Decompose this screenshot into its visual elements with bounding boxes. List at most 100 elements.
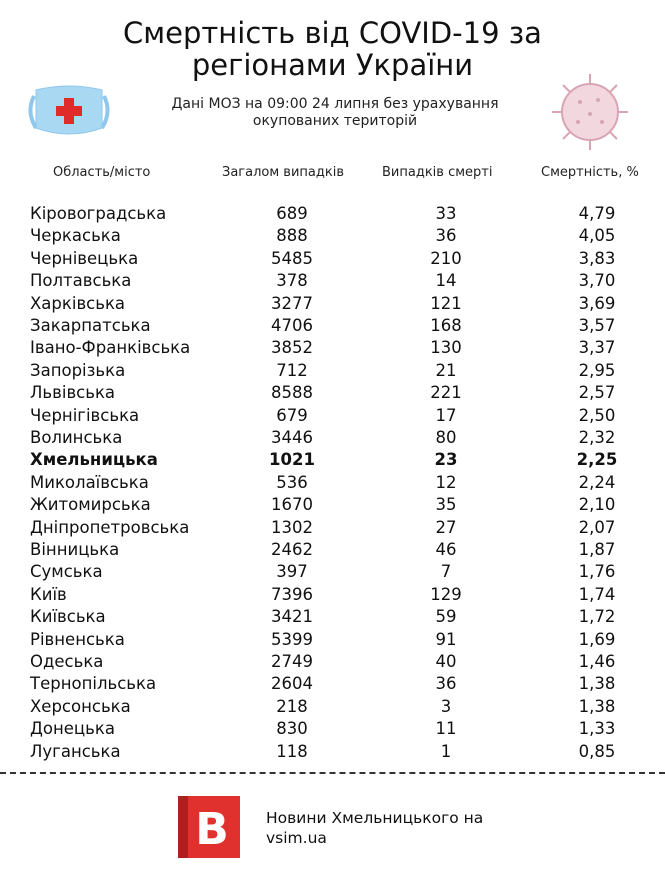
table-cell: 378	[276, 271, 308, 291]
footer-text: Новини Хмельницького на	[266, 809, 484, 827]
table-cell: 129	[430, 584, 462, 604]
table-cell: 2749	[271, 652, 313, 671]
footer-text: vsim.ua	[266, 829, 327, 847]
region-name: Херсонська	[30, 696, 131, 716]
region-name: Житомирська	[30, 495, 151, 515]
title: регіонами України	[191, 48, 474, 82]
table-cell: 11	[435, 719, 457, 739]
table-cell: 46	[435, 540, 457, 559]
table-cell: 23	[434, 450, 458, 470]
table-cell: 397	[276, 562, 308, 582]
region-name: Волинська	[30, 428, 123, 447]
table-cell: 210	[430, 248, 462, 268]
region-name: Рівненська	[30, 629, 125, 649]
table-cell: 1,72	[578, 607, 616, 627]
region-name: Миколаївська	[30, 472, 149, 492]
table-cell: 12	[435, 472, 457, 492]
table-cell: 679	[276, 405, 308, 425]
table-cell: 40	[435, 652, 457, 671]
table-cell: 7	[440, 562, 452, 582]
region-name: Київська	[30, 607, 106, 627]
column-header: Випадків смерті	[382, 165, 493, 180]
region-name: Закарпатська	[30, 316, 151, 335]
subtitle: Дані МОЗ на 09:00 24 липня без урахуванн…	[171, 96, 499, 112]
table-cell: 2462	[271, 540, 313, 559]
table-cell: 1,33	[578, 719, 616, 739]
table-cell: 3421	[271, 607, 313, 627]
divider	[0, 772, 665, 774]
table-cell: 36	[435, 674, 457, 694]
region-name: Донецька	[30, 719, 115, 739]
table-cell: 3,70	[578, 271, 616, 291]
table-cell: 168	[430, 316, 462, 335]
table-cell: 5485	[271, 248, 313, 268]
virus-icon	[552, 74, 628, 150]
table-cell: 4,79	[578, 204, 616, 223]
region-name: Чернівецька	[30, 248, 139, 268]
table-cell: 2,95	[578, 360, 616, 380]
subtitle: окупованих територій	[252, 113, 418, 129]
logo-letter: B	[195, 804, 229, 855]
table-cell: 3852	[271, 338, 313, 358]
table-cell: 35	[435, 495, 457, 515]
table-cell: 1,87	[578, 540, 616, 559]
table-cell: 2,25	[576, 450, 618, 470]
table-cell: 1,46	[578, 652, 616, 671]
region-name: Полтавська	[30, 271, 132, 291]
table-cell: 121	[430, 293, 462, 313]
table-cell: 2,24	[578, 472, 616, 492]
table-cell: 221	[430, 383, 462, 403]
table-cell: 2,10	[578, 495, 616, 515]
region-name: Чернігівська	[30, 405, 140, 425]
region-name: Луганська	[30, 741, 121, 761]
title: Смертність від COVID-19 за	[123, 16, 542, 50]
table-cell: 3	[440, 696, 452, 716]
table-cell: 91	[435, 629, 457, 649]
region-name: Черкаська	[30, 226, 121, 246]
table-cell: 17	[435, 405, 457, 425]
table-cell: 830	[276, 719, 308, 739]
region-name: Харківська	[30, 293, 126, 313]
mask-icon	[28, 85, 110, 135]
table-cell: 2,32	[578, 428, 616, 447]
table-cell: 8588	[271, 383, 313, 403]
region-name: Вінницька	[30, 540, 120, 559]
table-cell: 536	[276, 472, 308, 492]
region-name: Київ	[30, 584, 67, 604]
table-cell: 2604	[271, 674, 313, 694]
table-cell: 3,57	[578, 316, 616, 335]
region-name: Дніпропетровська	[30, 517, 190, 537]
table-cell: 712	[276, 360, 308, 380]
table-cell: 1021	[269, 450, 315, 470]
table-cell: 1,38	[578, 674, 616, 694]
table-cell: 3446	[271, 428, 313, 447]
region-name: Сумська	[30, 562, 103, 582]
table-cell: 14	[435, 271, 457, 291]
table-cell: 3,37	[578, 338, 616, 358]
table-cell: 4,05	[578, 226, 616, 246]
table-cell: 1670	[271, 495, 313, 515]
table-cell: 4706	[271, 316, 313, 335]
table-cell: 36	[435, 226, 457, 246]
region-name: Хмельницька	[30, 450, 158, 470]
region-name: Запорізька	[30, 360, 126, 380]
table-cell: 1,74	[578, 584, 616, 604]
table-cell: 2,07	[578, 517, 616, 537]
table-cell: 80	[435, 428, 457, 447]
table-cell: 218	[276, 696, 308, 716]
region-name: Одеська	[30, 652, 104, 671]
table-cell: 1,69	[578, 629, 616, 649]
table-cell: 1,76	[578, 562, 616, 582]
region-name: Тернопільська	[30, 674, 157, 694]
logo: B	[178, 796, 240, 858]
column-header: Загалом випадків	[222, 165, 344, 180]
table-cell: 1302	[271, 517, 313, 537]
table-cell: 27	[435, 517, 457, 537]
table-cell: 0,85	[578, 741, 616, 761]
table-cell: 3277	[271, 293, 313, 313]
table-cell: 1,38	[578, 696, 616, 716]
table-cell: 3,69	[578, 293, 616, 313]
column-header: Смертність, %	[541, 165, 639, 180]
table-cell: 7396	[271, 584, 313, 604]
